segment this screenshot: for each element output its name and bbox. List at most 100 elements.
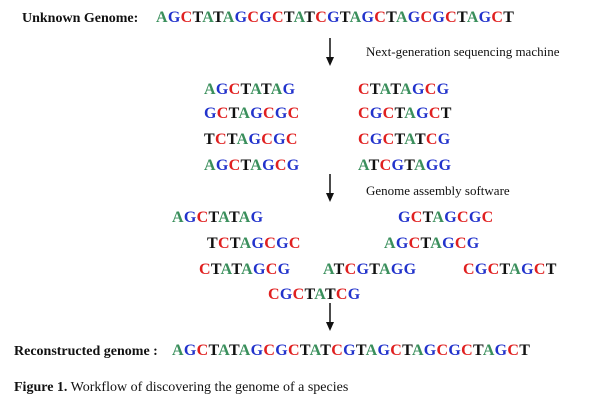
nucleotide: T (204, 131, 215, 148)
nucleotide: G (286, 157, 300, 174)
nucleotide: T (228, 342, 239, 359)
nucleotide: C (358, 81, 370, 98)
nucleotide: G (275, 342, 288, 359)
nucleotide: G (442, 235, 455, 252)
nucleotide: A (432, 209, 445, 226)
nucleotide: G (215, 81, 229, 98)
nucleotide: A (293, 9, 305, 26)
nucleotide: G (262, 157, 275, 174)
nucleotide: C (196, 342, 209, 359)
nucleotide: G (282, 81, 296, 98)
nucleotide: G (407, 9, 421, 26)
nucleotide: C (410, 209, 423, 226)
nucleotide: A (404, 105, 417, 122)
nucleotide: T (229, 235, 240, 252)
nucleotide: T (386, 9, 396, 26)
nucleotide: A (172, 209, 184, 226)
nucleotide: A (384, 235, 396, 252)
nucleotide: A (482, 342, 495, 359)
down-arrow-icon (326, 303, 334, 331)
nucleotide: C (263, 342, 276, 359)
read-right-3: ATCGTAGG (358, 157, 451, 175)
nucleotide: G (248, 131, 262, 148)
nucleotide: C (424, 81, 437, 98)
nucleotide: T (394, 131, 405, 148)
nucleotide: G (444, 209, 458, 226)
nucleotide: A (241, 261, 253, 278)
nucleotide: T (473, 342, 483, 359)
nucleotide: T (228, 105, 239, 122)
nucleotide: C (315, 9, 328, 26)
nucleotide: G (273, 131, 286, 148)
nucleotide: G (521, 261, 534, 278)
nucleotide: C (196, 209, 209, 226)
nucleotide: C (344, 261, 357, 278)
caption-figure-number: Figure 1. (14, 380, 68, 395)
nucleotide: C (533, 261, 546, 278)
nucleotide: A (220, 261, 232, 278)
nucleotide: G (250, 105, 264, 122)
nucleotide: C (382, 105, 395, 122)
nucleotide: G (252, 261, 266, 278)
nucleotide: C (481, 209, 494, 226)
nucleotide: C (199, 261, 211, 278)
nucleotide: A (238, 342, 251, 359)
nucleotide: T (355, 342, 366, 359)
nucleotide: C (420, 9, 433, 26)
nucleotide: T (402, 342, 412, 359)
nucleotide: C (228, 157, 241, 174)
nucleotide: G (259, 9, 272, 26)
nucleotide: G (183, 342, 197, 359)
nucleotide: G (369, 131, 383, 148)
reconstructed-genome-label: Reconstructed genome : (14, 344, 158, 359)
read-left-0: AGCTATAG (204, 81, 295, 99)
nucleotide: A (323, 261, 334, 278)
nucleotide: T (324, 286, 336, 303)
caption-text: Workflow of discovering the genome of a … (70, 380, 349, 395)
nucleotide: T (226, 131, 237, 148)
nucleotide: A (314, 286, 325, 303)
down-arrow-icon (326, 38, 334, 66)
nucleotide: A (379, 81, 391, 98)
unknown-genome-label: Unknown Genome: (22, 11, 139, 26)
nucleotide: C (274, 157, 287, 174)
nucleotide: G (436, 81, 450, 98)
nucleotide: T (208, 342, 219, 359)
read-right-0: CTATAGCG (358, 81, 449, 99)
nucleotide: G (466, 235, 480, 252)
nucleotide: G (347, 286, 361, 303)
read-right-2: CGCTATCG (358, 131, 451, 149)
nucleotide: T (207, 235, 218, 252)
nucleotide: T (192, 9, 203, 26)
assembly-read-4: CTATAGCG (199, 261, 290, 279)
nucleotide: C (292, 286, 305, 303)
nucleotide: A (270, 81, 283, 98)
nucleotide: T (457, 9, 467, 26)
nucleotide: A (404, 131, 415, 148)
assembly-step-label: Genome assembly software (366, 183, 510, 198)
nucleotide: G (277, 261, 291, 278)
nucleotide: C (358, 131, 370, 148)
nucleotide: C (461, 342, 474, 359)
nucleotide: C (335, 286, 348, 303)
nucleotide: C (379, 157, 392, 174)
nucleotide: T (404, 157, 415, 174)
nucleotide: T (368, 157, 380, 174)
nucleotide: T (283, 9, 294, 26)
nucleotide: A (202, 9, 213, 26)
nucleotide: G (250, 342, 264, 359)
nucleotide: A (172, 342, 184, 359)
read-left-3: AGCTAGCG (204, 157, 299, 175)
nucleotide: C (263, 105, 275, 122)
nucleotide: T (369, 81, 380, 98)
nucleotide: C (247, 9, 260, 26)
nucleotide: G (416, 105, 429, 122)
nucleotide: G (474, 261, 488, 278)
nucleotide: G (377, 342, 391, 359)
nucleotide: C (507, 342, 520, 359)
assembly-read-0: AGCTATAG (172, 209, 263, 227)
nucleotide: G (250, 209, 264, 226)
nucleotide: T (333, 261, 345, 278)
nucleotide: T (394, 105, 405, 122)
nucleotide: A (238, 105, 251, 122)
